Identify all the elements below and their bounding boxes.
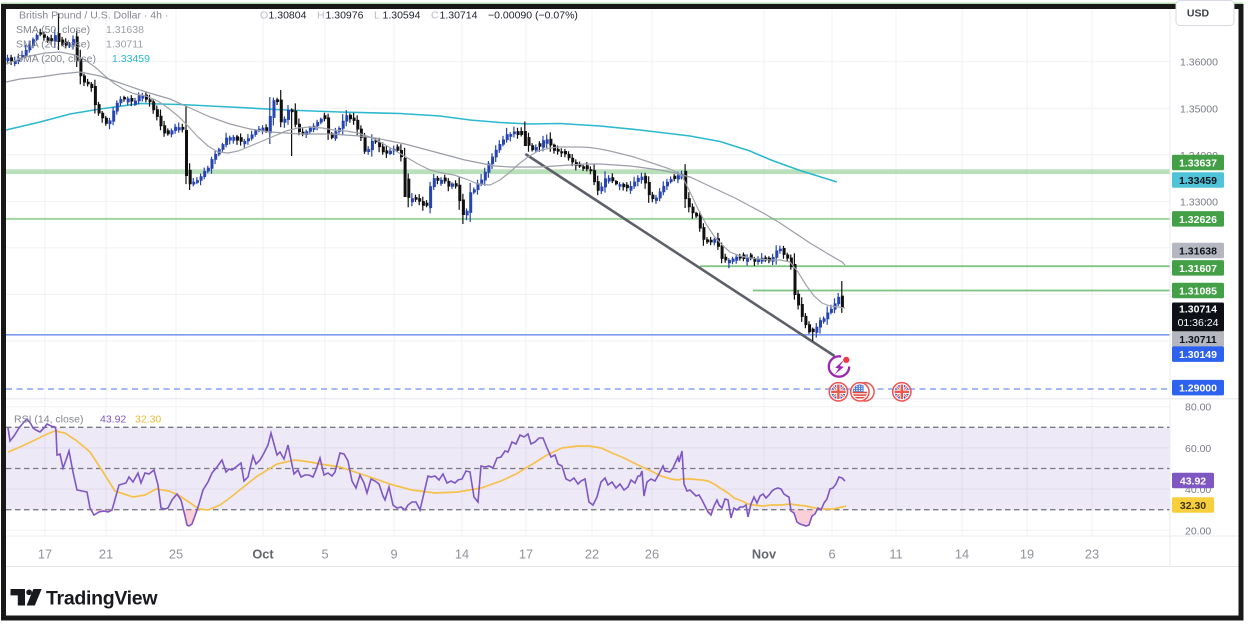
svg-text:1.31638: 1.31638 xyxy=(1179,246,1217,258)
svg-text:1.33459: 1.33459 xyxy=(112,53,150,65)
svg-text:1.30804: 1.30804 xyxy=(269,10,307,22)
svg-text:1.30976: 1.30976 xyxy=(326,10,364,22)
svg-text:1.30714: 1.30714 xyxy=(1179,304,1217,316)
svg-text:22: 22 xyxy=(585,547,599,562)
svg-text:17: 17 xyxy=(519,547,533,562)
svg-text:SMA (20, close): SMA (20, close) xyxy=(16,39,90,51)
svg-text:23: 23 xyxy=(1085,547,1099,562)
svg-text:TradingView: TradingView xyxy=(46,588,158,610)
svg-text:17: 17 xyxy=(38,547,52,562)
svg-text:USD: USD xyxy=(1187,8,1210,20)
svg-text:25: 25 xyxy=(169,547,183,562)
svg-text:−0.00090 (−0.07%): −0.00090 (−0.07%) xyxy=(488,10,578,22)
svg-text:1.33637: 1.33637 xyxy=(1179,158,1217,170)
svg-text:1.36000: 1.36000 xyxy=(1180,57,1218,69)
svg-text:1.30711: 1.30711 xyxy=(106,39,143,51)
svg-text:1.33459: 1.33459 xyxy=(1179,175,1217,187)
svg-text:43.92: 43.92 xyxy=(100,414,126,426)
svg-text:01:36:24: 01:36:24 xyxy=(1178,317,1219,329)
svg-text:SMA (50, close): SMA (50, close) xyxy=(16,24,90,36)
svg-text:1.29000: 1.29000 xyxy=(1179,383,1217,395)
svg-text:6: 6 xyxy=(828,547,835,562)
svg-text:SMA (200, close): SMA (200, close) xyxy=(16,53,96,65)
svg-text:11: 11 xyxy=(889,547,902,562)
svg-text:5: 5 xyxy=(321,547,328,562)
svg-text:RSI (14, close): RSI (14, close) xyxy=(14,414,83,426)
svg-text:21: 21 xyxy=(99,547,113,562)
svg-text:Oct: Oct xyxy=(252,547,274,562)
svg-text:Nov: Nov xyxy=(752,547,777,562)
svg-text:20.00: 20.00 xyxy=(1185,525,1211,537)
svg-text:O: O xyxy=(260,10,268,22)
svg-text:1.30711: 1.30711 xyxy=(1179,334,1217,346)
svg-text:1.33000: 1.33000 xyxy=(1180,196,1218,208)
svg-text:1.30714: 1.30714 xyxy=(440,10,478,22)
svg-text:1.35000: 1.35000 xyxy=(1180,103,1218,115)
svg-text:C: C xyxy=(431,10,439,22)
svg-text:1.31638: 1.31638 xyxy=(106,24,144,36)
svg-text:60.00: 60.00 xyxy=(1185,443,1211,455)
svg-text:19: 19 xyxy=(1020,547,1034,562)
svg-text:British Pound / U.S. Dollar ·: British Pound / U.S. Dollar · 4h · xyxy=(19,10,168,22)
svg-text:1.32626: 1.32626 xyxy=(1179,214,1217,226)
svg-text:1.30594: 1.30594 xyxy=(383,10,421,22)
svg-text:14: 14 xyxy=(955,547,969,562)
svg-text:43.92: 43.92 xyxy=(1180,476,1206,488)
svg-text:1.31607: 1.31607 xyxy=(1179,263,1217,275)
svg-text:L: L xyxy=(374,10,380,22)
svg-text:14: 14 xyxy=(455,547,469,562)
svg-text:26: 26 xyxy=(645,547,659,562)
svg-text:H: H xyxy=(317,10,325,22)
svg-text:1.31085: 1.31085 xyxy=(1179,286,1217,298)
svg-text:32.30: 32.30 xyxy=(135,414,161,426)
svg-text:32.30: 32.30 xyxy=(1180,500,1206,512)
svg-text:1.30149: 1.30149 xyxy=(1179,349,1217,361)
svg-text:9: 9 xyxy=(390,547,397,562)
svg-text:80.00: 80.00 xyxy=(1185,402,1211,414)
